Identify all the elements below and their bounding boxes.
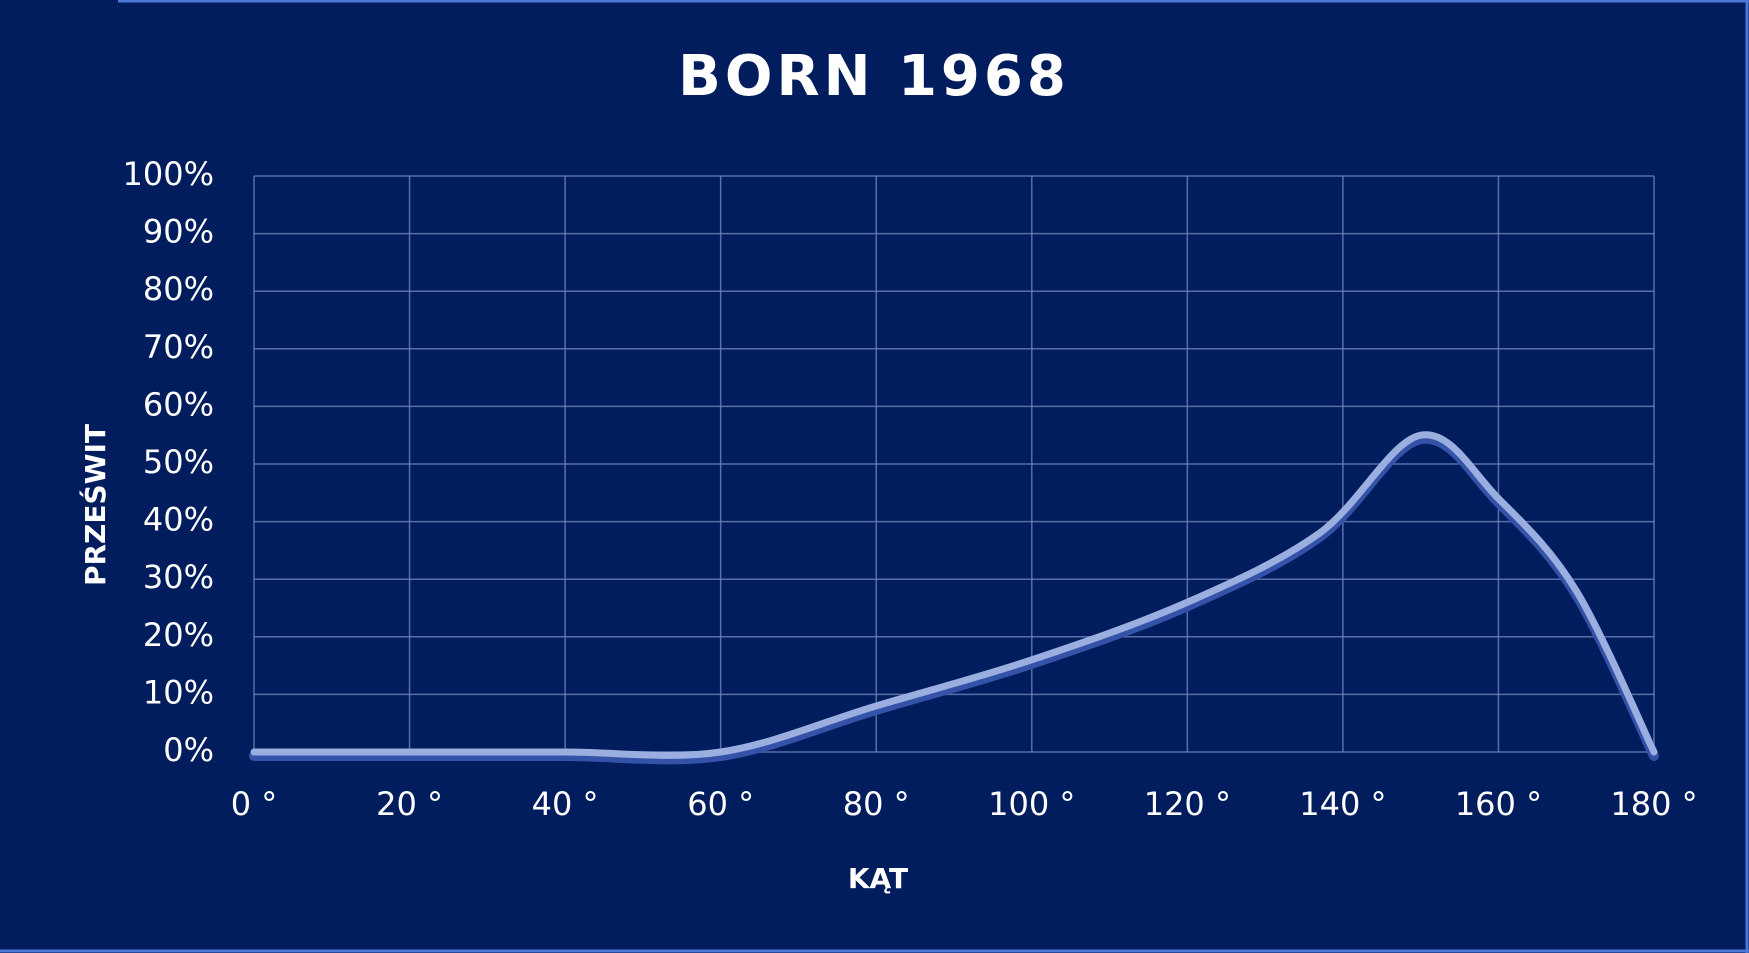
y-tick-label: 60%: [143, 385, 214, 423]
y-tick-label: 90%: [143, 213, 214, 251]
y-tick-label: 50%: [143, 443, 214, 481]
y-tick-label: 80%: [143, 270, 214, 308]
x-tick-label: 180 °: [1610, 785, 1697, 823]
x-tick-label: 0 °: [231, 785, 278, 823]
x-tick-label: 140 °: [1299, 785, 1386, 823]
x-tick-label: 40 °: [532, 785, 599, 823]
x-tick-label: 160 °: [1455, 785, 1542, 823]
x-tick-label: 100 °: [988, 785, 1075, 823]
y-tick-label: 10%: [143, 673, 214, 711]
y-tick-label: 0%: [163, 731, 214, 769]
y-tick-label: 20%: [143, 616, 214, 654]
y-axis-label: PRZEŚWIT: [78, 424, 112, 586]
x-tick-label: 60 °: [687, 785, 754, 823]
y-tick-label: 40%: [143, 501, 214, 539]
chart-title: BORN 1968: [678, 44, 1070, 109]
y-tick-label: 30%: [143, 558, 214, 596]
y-tick-label: 70%: [143, 328, 214, 366]
x-axis-label: KĄT: [848, 862, 908, 895]
line: [250, 431, 1658, 759]
x-tick-label: 120 °: [1144, 785, 1231, 823]
y-tick-label: 100%: [123, 155, 214, 193]
x-tick-label: 20 °: [376, 785, 443, 823]
x-tick-label: 80 °: [843, 785, 910, 823]
